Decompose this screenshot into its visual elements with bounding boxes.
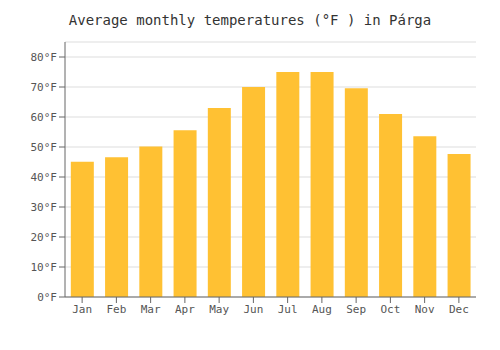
svg-text:40°F: 40°F (31, 171, 58, 184)
svg-text:Mar: Mar (141, 303, 161, 316)
html-text:Average monthly temperatures (: Average monthly temperatures (°F ) in Pá… (68, 12, 432, 28)
svg-text:70°F: 70°F (31, 81, 58, 94)
svg-text:Nov: Nov (415, 303, 435, 316)
svg-text:May: May (209, 303, 229, 316)
svg-text:60°F: 60°F (31, 111, 58, 124)
svg-text:0°F: 0°F (37, 291, 57, 304)
svg-text:Oct: Oct (380, 303, 400, 316)
svg-text:80°F: 80°F (31, 51, 58, 64)
svg-text:Aug: Aug (312, 303, 332, 316)
svg-text:10°F: 10°F (31, 261, 58, 274)
svg-text:Feb: Feb (106, 303, 126, 316)
svg-text:Apr: Apr (175, 303, 195, 316)
svg-text:Dec: Dec (449, 303, 469, 316)
svg-text:Jul: Jul (278, 303, 298, 316)
svg-text:Sep: Sep (346, 303, 366, 316)
svg-text:Jan: Jan (72, 303, 92, 316)
svg-text:Jun: Jun (243, 303, 263, 316)
svg-text:30°F: 30°F (31, 201, 58, 214)
svg-text:50°F: 50°F (31, 141, 58, 154)
svg-text:20°F: 20°F (31, 231, 58, 244)
